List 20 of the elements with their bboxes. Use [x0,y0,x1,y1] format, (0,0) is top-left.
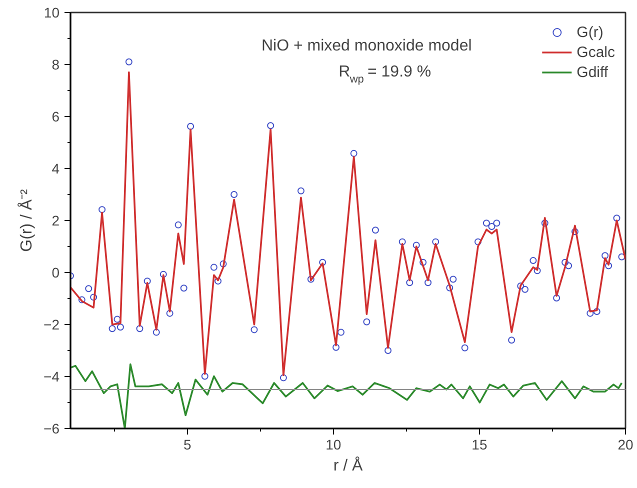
y-tick-label: −4 [44,368,60,384]
x-tick-label: 15 [472,436,488,452]
y-tick-label: 4 [52,160,60,176]
y-tick-label: −6 [44,420,60,436]
y-tick-label: 6 [52,108,60,124]
x-tick-label: 5 [183,436,192,452]
y-tick-label: −2 [44,316,60,332]
x-tick-label: 20 [618,436,634,452]
y-tick-label: 8 [52,56,60,72]
line-series [70,363,623,428]
y-tick-label: 10 [44,4,60,20]
x-tick-label: 10 [326,436,342,452]
legend-label: Gcalc [576,44,615,60]
y-tick-label: 2 [52,212,60,228]
y-axis-title: G(r) / Å⁻² [18,188,36,252]
x-axis-title: r / Å [333,456,363,474]
legend-label: Gdiff [576,64,608,80]
annotation: NiO + mixed monoxide model [261,38,472,54]
legend-label: G(r) [576,24,604,40]
y-tick-label: 0 [52,264,60,280]
